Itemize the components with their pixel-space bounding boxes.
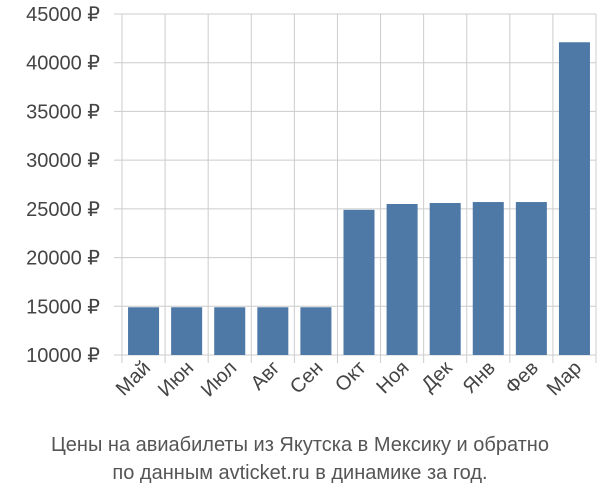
x-tick-label: Июл <box>197 357 241 401</box>
grid-layer <box>114 13 597 363</box>
bar <box>128 307 160 355</box>
y-tick-label: 40000 ₽ <box>26 53 100 75</box>
bar <box>515 202 547 355</box>
x-tick-label: Сен <box>286 357 327 398</box>
y-tick-label: 25000 ₽ <box>26 199 100 221</box>
x-tick-label: Май <box>112 357 155 400</box>
y-tick-label: 30000 ₽ <box>26 150 100 172</box>
bar <box>386 203 418 355</box>
bar <box>300 307 332 355</box>
bar <box>472 202 504 355</box>
x-tick-label: Янв <box>459 357 500 398</box>
y-tick-label: 35000 ₽ <box>26 101 100 123</box>
bars-layer <box>128 42 590 356</box>
bar <box>429 203 461 355</box>
bar <box>257 307 289 355</box>
bar-chart: 10000 ₽ 15000 ₽ 20000 ₽ 25000 ₽ 30000 ₽ 35000… <box>26 4 597 401</box>
y-tick-label: 10000 ₽ <box>26 345 100 367</box>
bar <box>343 209 375 355</box>
caption-line-1: Цены на авиабилеты из Якутска в Мексику … <box>51 434 549 456</box>
bar <box>558 42 590 356</box>
y-tick-label: 15000 ₽ <box>26 296 100 318</box>
x-tick-label: Мар <box>543 357 586 400</box>
x-tick-label: Ноя <box>372 357 413 398</box>
caption-line-2: по данным avticket.ru в динамике за год. <box>112 462 488 484</box>
y-tick-labels: 10000 ₽ 15000 ₽ 20000 ₽ 25000 ₽ 30000 ₽ 35000… <box>26 4 100 367</box>
y-tick-label: 45000 ₽ <box>26 4 100 26</box>
bar <box>171 307 203 355</box>
x-tick-label: Июн <box>154 357 198 401</box>
bar <box>214 307 246 355</box>
x-tick-label: Авг <box>247 357 285 395</box>
x-tick-label: Фев <box>501 357 543 399</box>
y-tick-label: 20000 ₽ <box>26 248 100 270</box>
